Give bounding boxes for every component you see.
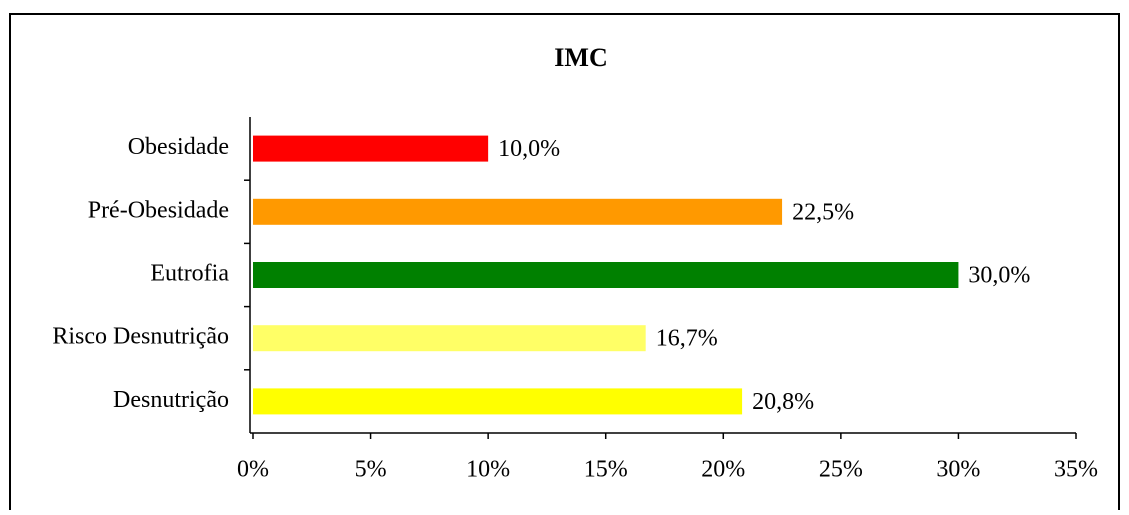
x-tick-label: 5% xyxy=(355,457,387,483)
x-tick-label: 35% xyxy=(1054,457,1098,483)
bar xyxy=(253,262,959,288)
y-tick-label: Desnutrição xyxy=(113,387,229,413)
value-label: 16,7% xyxy=(656,326,718,352)
x-tick-label: 10% xyxy=(466,457,510,483)
x-tick-label: 20% xyxy=(701,457,745,483)
y-tick-label: Eutrofia xyxy=(150,261,229,287)
y-tick-label: Risco Desnutrição xyxy=(52,324,229,350)
x-tick-label: 0% xyxy=(237,457,269,483)
x-tick-label: 15% xyxy=(584,457,628,483)
y-tick-label: Obesidade xyxy=(128,134,229,160)
bar xyxy=(253,135,489,162)
value-label: 30,0% xyxy=(968,263,1030,289)
chart-title: IMC xyxy=(554,43,607,72)
value-label: 10,0% xyxy=(498,136,560,162)
value-label: 22,5% xyxy=(792,199,854,225)
bar xyxy=(253,325,646,352)
x-tick-label: 25% xyxy=(819,457,863,483)
bar xyxy=(253,388,743,415)
value-label: 20,8% xyxy=(752,389,814,415)
y-tick-label: Pré-Obesidade xyxy=(88,197,229,223)
x-tick-label: 30% xyxy=(936,457,980,483)
bar xyxy=(253,198,783,225)
